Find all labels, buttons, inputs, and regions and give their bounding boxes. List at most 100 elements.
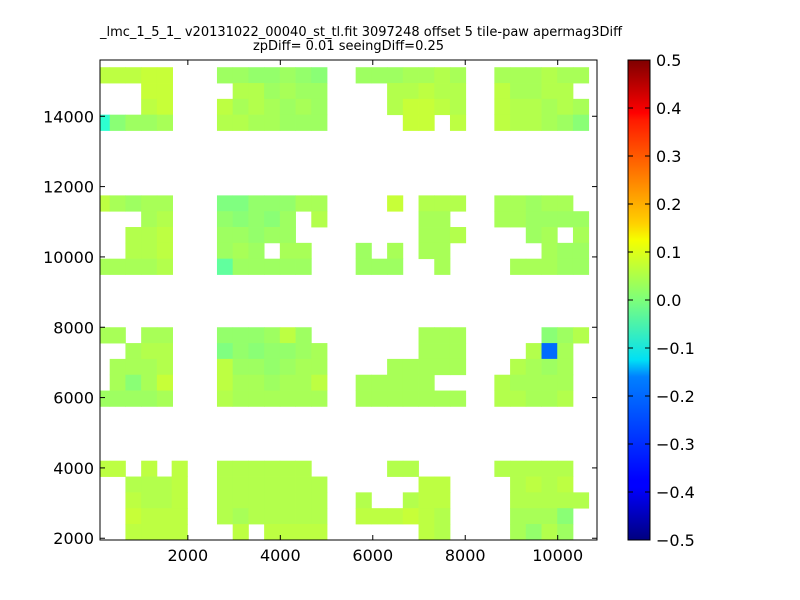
heatmap-cell: [525, 524, 542, 540]
heatmap-cell: [295, 242, 312, 260]
heatmap-cell: [387, 98, 404, 116]
heatmap-cell: [355, 67, 372, 84]
plot-frame: [99, 59, 598, 541]
heatmap-cell: [371, 390, 388, 407]
heatmap-cell: [248, 114, 265, 131]
heatmap-cell: [295, 343, 312, 360]
heatmap-cell: [279, 390, 296, 407]
heatmap-cell: [216, 374, 234, 391]
heatmap-cell: [541, 67, 558, 84]
heatmap-cell: [264, 83, 281, 100]
heatmap-cell: [311, 524, 328, 540]
heatmap-cell: [557, 67, 574, 84]
heatmap-cell: [264, 492, 281, 509]
chart-title-line-2: zpDiff= 0.01 seeingDiff=0.25: [252, 39, 445, 54]
heatmap-cell: [541, 374, 558, 391]
heatmap-cell: [449, 195, 467, 212]
heatmap-cell: [279, 476, 296, 493]
heatmap-cell: [156, 98, 173, 116]
heatmap-cell: [557, 508, 574, 525]
heatmap-cell: [434, 343, 451, 360]
heatmap-cell: [525, 343, 542, 360]
heatmap-cell: [264, 327, 281, 344]
heatmap-cell: [141, 227, 158, 244]
heatmap-cell: [248, 83, 265, 100]
heatmap-cell: [387, 195, 404, 212]
heatmap-cell: [295, 327, 312, 344]
colorbar-tick-label: −0.4: [656, 483, 695, 502]
heatmap-cell: [100, 258, 111, 275]
heatmap-cell: [525, 114, 542, 131]
heatmap-cell: [156, 374, 173, 391]
colorbar-tick-label: 0.3: [656, 147, 681, 166]
heatmap-cell: [171, 492, 188, 509]
heatmap-cell: [232, 460, 249, 477]
heatmap-cell: [541, 327, 558, 344]
heatmap-cell: [557, 195, 574, 212]
heatmap-cell: [557, 242, 574, 260]
heatmap-cell: [141, 211, 158, 228]
heatmap-cell: [434, 195, 451, 212]
heatmap-cell: [494, 195, 511, 212]
colorbar-tick-label: 0.2: [656, 195, 681, 214]
heatmap-cell: [295, 374, 312, 391]
heatmap-cell: [248, 492, 265, 509]
heatmap-cell: [156, 524, 173, 540]
heatmap-cell: [248, 211, 265, 228]
heatmap-cell: [541, 390, 558, 407]
heatmap-cell: [295, 83, 312, 100]
colorbar-tick-label: −0.1: [656, 339, 695, 358]
heatmap-cell: [387, 67, 404, 84]
heatmap-cell: [279, 211, 296, 228]
heatmap-cell: [418, 98, 435, 116]
heatmap-cell: [311, 476, 328, 493]
heatmap-cell: [525, 227, 542, 244]
heatmap-cell: [541, 98, 558, 116]
heatmap-cell: [125, 67, 142, 84]
heatmap-cell: [156, 227, 173, 244]
heatmap-cell: [216, 242, 234, 260]
heatmap-cell: [141, 343, 158, 360]
heatmap-cell: [279, 460, 296, 477]
heatmap-cell: [232, 114, 249, 131]
heatmap-cell: [109, 390, 126, 407]
heatmap-cell: [449, 67, 467, 84]
heatmap-cell: [572, 67, 590, 84]
heatmap-cell: [125, 374, 142, 391]
heatmap-cell: [449, 98, 467, 116]
heatmap-cell: [295, 492, 312, 509]
heatmap-cell: [541, 508, 558, 525]
heatmap-cell: [510, 374, 527, 391]
heatmap-cell: [402, 83, 419, 100]
heatmap-cell: [216, 211, 234, 228]
heatmap-cell: [125, 242, 142, 260]
heatmap-cell: [248, 98, 265, 116]
heatmap-cell: [141, 327, 158, 344]
heatmap-cell: [141, 358, 158, 376]
heatmap-cell: [557, 390, 574, 407]
heatmap-cell: [387, 374, 404, 391]
colorbar-tick-label: −0.3: [656, 435, 695, 454]
heatmap-cell: [557, 98, 574, 116]
heatmap-cell: [156, 242, 173, 260]
heatmap-cell: [295, 508, 312, 525]
heatmap-cell: [434, 98, 451, 116]
heatmap-cell: [434, 327, 451, 344]
heatmap-cell: [557, 358, 574, 376]
heatmap-cell: [418, 67, 435, 84]
heatmap-cell: [248, 476, 265, 493]
heatmap-cell: [510, 358, 527, 376]
heatmap-cell: [232, 476, 249, 493]
heatmap-cell: [510, 195, 527, 212]
heatmap-cell: [279, 114, 296, 131]
colorbar-tick-label: −0.2: [656, 387, 695, 406]
heatmap-cell: [156, 343, 173, 360]
heatmap-cell: [557, 83, 574, 100]
colorbar-axis: 0.5 0.4 0.3 0.2 0.1 0.0 −0.1 −0.2 −0.3 −0.4 −0.5: [628, 51, 695, 550]
heatmap-cell: [510, 258, 527, 275]
heatmap-cell: [156, 195, 173, 212]
heatmap-cell: [295, 195, 312, 212]
heatmap-cell: [100, 67, 111, 84]
heatmap-cell: [171, 524, 188, 540]
heatmap-cell: [125, 508, 142, 525]
